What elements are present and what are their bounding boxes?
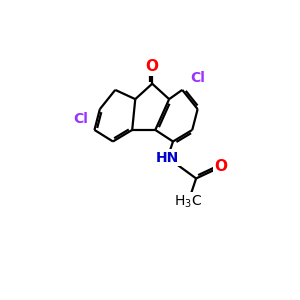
Text: O: O xyxy=(214,159,227,174)
Text: H: H xyxy=(178,195,188,208)
Text: H$_3$C: H$_3$C xyxy=(174,194,202,210)
Text: Cl: Cl xyxy=(190,71,205,85)
Text: HN: HN xyxy=(156,151,179,165)
Text: O: O xyxy=(146,59,159,74)
Text: Cl: Cl xyxy=(73,112,88,126)
